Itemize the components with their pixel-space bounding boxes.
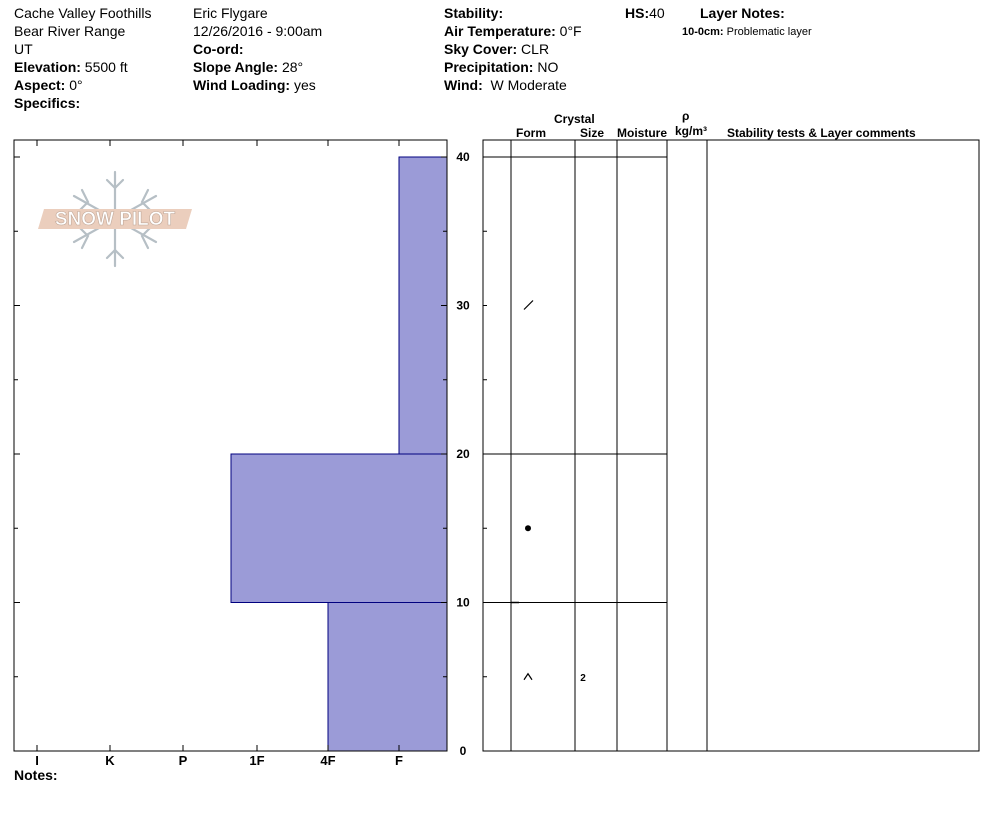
elevation-value: 5500 ft	[84, 59, 128, 75]
hardness-plot-frame	[13, 139, 448, 752]
hardness-bar-0	[398, 156, 448, 455]
hardness-label-4F: 4F	[320, 753, 335, 768]
air-temp-row: Air Temperature: 0°F	[444, 23, 582, 39]
elevation-label: Elevation:	[14, 59, 81, 75]
slope-label: Slope Angle:	[193, 59, 279, 75]
wind-loading-label: Wind Loading:	[193, 77, 291, 93]
aspect-label: Aspect:	[14, 77, 66, 93]
aspect-value: 0°	[69, 77, 83, 93]
elevation-row: Elevation: 5500 ft	[14, 59, 128, 75]
precip-label: Precipitation:	[444, 59, 534, 75]
wind-loading-value: yes	[293, 77, 316, 93]
depth-label-0: 0	[460, 744, 467, 758]
layer-table-frame	[482, 139, 980, 752]
depth-axis-labels: 0 10 20 30 40	[456, 150, 470, 758]
sky-value: CLR	[521, 41, 550, 57]
wind-value: W Moderate	[490, 77, 567, 93]
slope-value: 28°	[281, 59, 304, 75]
depth-label-30: 30	[456, 299, 470, 313]
layer-note-text: Problematic layer	[726, 26, 812, 38]
form-header: Form	[516, 126, 546, 140]
notes-label: Notes:	[14, 767, 58, 783]
hardness-label-I: I	[35, 753, 39, 768]
grain-forms: 2	[523, 300, 586, 684]
air-temp-label: Air Temperature:	[444, 23, 556, 39]
sky-row: Sky Cover: CLR	[444, 41, 549, 57]
slope-row: Slope Angle: 28°	[193, 59, 303, 75]
hardness-bars	[230, 156, 448, 752]
depth-label-10: 10	[456, 596, 470, 610]
hardness-label-K: K	[105, 753, 115, 768]
stability-header: Stability tests & Layer comments	[727, 126, 916, 140]
hardness-label-1F: 1F	[249, 753, 264, 768]
density-unit-header: kg/m³	[675, 124, 708, 138]
observation-datetime: 12/26/2016 - 9:00am	[193, 23, 323, 39]
range-name: Bear River Range	[14, 23, 126, 39]
layer-notes-label: Layer Notes:	[700, 5, 785, 21]
precip-row: Precipitation: NO	[444, 59, 558, 75]
hardness-label-F: F	[395, 753, 403, 768]
state-name: UT	[14, 41, 33, 57]
hardness-axis-labels: I K P 1F 4F F	[35, 753, 403, 768]
depth-label-40: 40	[456, 150, 470, 164]
depth-label-20: 20	[456, 447, 470, 461]
stability-label: Stability:	[444, 5, 504, 21]
hardness-bar-2	[327, 602, 448, 752]
wind-loading-row: Wind Loading: yes	[193, 77, 316, 93]
air-temp-value: 0°F	[559, 23, 582, 39]
moisture-header: Moisture	[617, 126, 668, 140]
hardness-label-P: P	[179, 753, 188, 768]
layer-note-row: 10-0cm: Problematic layer	[682, 24, 812, 40]
faceted-grain-symbol	[523, 672, 533, 681]
hs-label: HS:	[625, 5, 650, 21]
hardness-bar-1	[230, 453, 448, 603]
size-header: Size	[580, 126, 605, 140]
layer-note-depth: 10-0cm:	[682, 26, 724, 38]
wind-row: Wind: W Moderate	[444, 77, 567, 93]
layer-table-grid	[483, 140, 708, 751]
sky-label: Sky Cover:	[444, 41, 518, 57]
hs-row: HS:40	[625, 5, 665, 21]
snowpilot-logo: SNOW PILOT	[38, 170, 192, 268]
crystal-header: Crystal	[554, 112, 595, 126]
rounded-grain-symbol	[525, 525, 531, 532]
observer-name: Eric Flygare	[193, 5, 268, 21]
coord-label: Co-ord:	[193, 41, 244, 57]
precip-value: NO	[537, 59, 559, 75]
location-name: Cache Valley Foothills	[14, 5, 152, 21]
logo-text: SNOW PILOT	[55, 209, 176, 230]
decomposing-grain-symbol	[523, 300, 534, 310]
wind-label: Wind:	[444, 77, 483, 93]
left-ticks	[14, 140, 487, 752]
grain-size-label: 2	[580, 673, 586, 684]
specifics-label: Specifics:	[14, 95, 81, 111]
aspect-row: Aspect: 0°	[14, 77, 83, 93]
hs-value: 40	[649, 5, 665, 21]
rho-header: ρ	[682, 109, 690, 123]
